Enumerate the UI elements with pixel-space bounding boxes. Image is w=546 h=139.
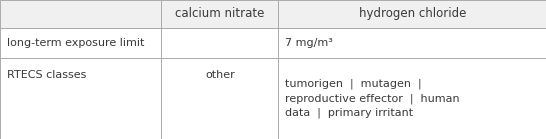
Bar xyxy=(278,58,546,139)
Text: 7 mg/m³: 7 mg/m³ xyxy=(285,38,333,48)
Bar xyxy=(161,28,278,58)
Bar xyxy=(278,0,546,28)
Text: tumorigen  |  mutagen  |
reproductive effector  |  human
data  |  primary irrita: tumorigen | mutagen | reproductive effec… xyxy=(285,79,460,118)
Text: RTECS classes: RTECS classes xyxy=(7,70,86,80)
Text: calcium nitrate: calcium nitrate xyxy=(175,7,264,20)
Bar xyxy=(278,28,546,58)
Bar xyxy=(161,0,278,28)
Bar xyxy=(0,0,161,28)
Text: hydrogen chloride: hydrogen chloride xyxy=(359,7,466,20)
Bar xyxy=(161,58,278,139)
Text: long-term exposure limit: long-term exposure limit xyxy=(7,38,144,48)
Bar xyxy=(0,28,161,58)
Text: other: other xyxy=(205,70,235,80)
Bar xyxy=(0,58,161,139)
